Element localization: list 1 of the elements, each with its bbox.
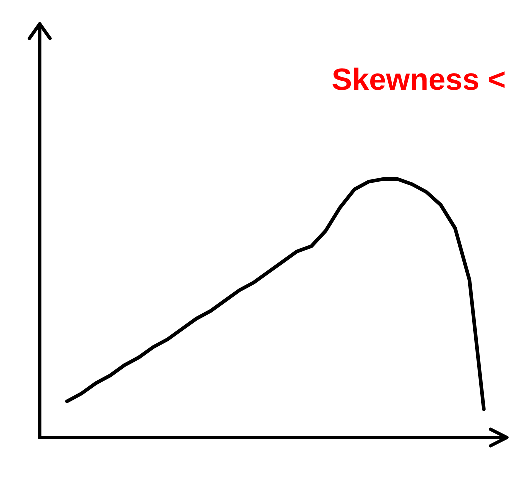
chart-title: Skewness < bbox=[332, 68, 505, 90]
